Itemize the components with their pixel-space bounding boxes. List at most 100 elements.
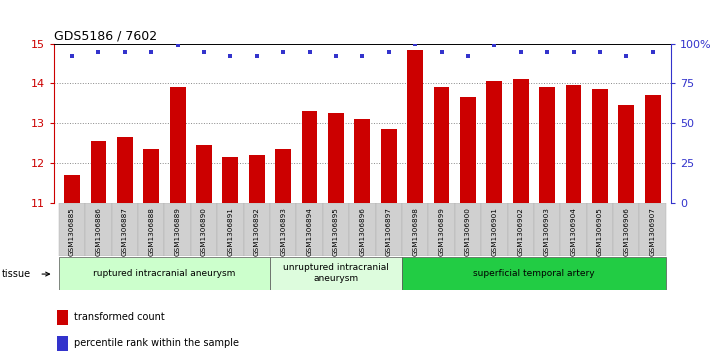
Bar: [191, 203, 217, 256]
Point: [647, 49, 658, 54]
Bar: [402, 257, 666, 290]
Bar: [91, 141, 106, 203]
Bar: [433, 87, 449, 203]
Bar: [402, 203, 428, 256]
Bar: [539, 87, 555, 203]
Bar: [144, 150, 159, 203]
Bar: [59, 203, 85, 256]
Point: [225, 53, 236, 59]
Text: GSM1306906: GSM1306906: [623, 208, 629, 256]
Bar: [217, 203, 243, 256]
Bar: [587, 203, 613, 256]
Bar: [560, 203, 587, 256]
Text: GSM1306901: GSM1306901: [491, 208, 498, 256]
Point: [66, 53, 78, 59]
Text: ruptured intracranial aneurysm: ruptured intracranial aneurysm: [94, 269, 236, 278]
Point: [198, 49, 210, 54]
Text: GSM1306899: GSM1306899: [438, 208, 445, 256]
Text: GSM1306907: GSM1306907: [650, 208, 655, 256]
Text: GSM1306885: GSM1306885: [69, 208, 75, 256]
Text: GDS5186 / 7602: GDS5186 / 7602: [54, 29, 156, 42]
Text: GSM1306897: GSM1306897: [386, 208, 392, 256]
Text: percentile rank within the sample: percentile rank within the sample: [74, 338, 239, 348]
Text: GSM1306894: GSM1306894: [306, 208, 313, 256]
Text: GSM1306905: GSM1306905: [597, 208, 603, 256]
Text: GSM1306902: GSM1306902: [518, 208, 523, 256]
Text: unruptured intracranial
aneurysm: unruptured intracranial aneurysm: [283, 264, 389, 283]
Bar: [56, 336, 68, 351]
Bar: [276, 150, 291, 203]
Point: [620, 53, 632, 59]
Bar: [381, 129, 397, 203]
Bar: [565, 85, 581, 203]
Text: tissue: tissue: [2, 269, 31, 279]
Bar: [455, 203, 481, 256]
Point: [515, 49, 526, 54]
Text: GSM1306886: GSM1306886: [96, 208, 101, 256]
Bar: [407, 49, 423, 203]
Bar: [592, 89, 608, 203]
Bar: [249, 155, 265, 203]
Point: [541, 49, 553, 54]
Point: [462, 53, 473, 59]
Point: [331, 53, 342, 59]
Text: GSM1306888: GSM1306888: [149, 208, 154, 256]
Bar: [640, 203, 666, 256]
Point: [146, 49, 157, 54]
Bar: [111, 203, 138, 256]
Bar: [270, 257, 402, 290]
Point: [251, 53, 263, 59]
Bar: [645, 95, 660, 203]
Bar: [243, 203, 270, 256]
Bar: [138, 203, 164, 256]
Text: GSM1306904: GSM1306904: [570, 208, 576, 256]
Bar: [270, 203, 296, 256]
Point: [172, 42, 183, 48]
Text: GSM1306892: GSM1306892: [253, 208, 260, 256]
Text: GSM1306895: GSM1306895: [333, 208, 339, 256]
Bar: [486, 81, 502, 203]
Bar: [85, 203, 111, 256]
Point: [278, 49, 289, 54]
Bar: [164, 203, 191, 256]
Point: [594, 49, 605, 54]
Bar: [328, 113, 344, 203]
Bar: [323, 203, 349, 256]
Bar: [196, 146, 212, 203]
Bar: [296, 203, 323, 256]
Text: transformed count: transformed count: [74, 312, 165, 322]
Text: GSM1306890: GSM1306890: [201, 208, 207, 256]
Text: GSM1306903: GSM1306903: [544, 208, 550, 256]
Text: superficial temporal artery: superficial temporal artery: [473, 269, 595, 278]
Bar: [481, 203, 508, 256]
Bar: [508, 203, 534, 256]
Bar: [354, 119, 371, 203]
Text: GSM1306893: GSM1306893: [280, 208, 286, 256]
Bar: [223, 157, 238, 203]
Text: GSM1306900: GSM1306900: [465, 208, 471, 256]
Point: [119, 49, 131, 54]
Bar: [428, 203, 455, 256]
Point: [488, 42, 500, 48]
Bar: [534, 203, 560, 256]
Text: GSM1306896: GSM1306896: [359, 208, 366, 256]
Bar: [513, 79, 528, 203]
Bar: [170, 87, 186, 203]
Text: GSM1306889: GSM1306889: [175, 208, 181, 256]
Bar: [301, 111, 318, 203]
Bar: [618, 105, 634, 203]
Bar: [59, 257, 270, 290]
Bar: [349, 203, 376, 256]
Bar: [56, 310, 68, 325]
Text: GSM1306891: GSM1306891: [227, 208, 233, 256]
Point: [436, 49, 447, 54]
Bar: [64, 175, 80, 203]
Bar: [460, 97, 476, 203]
Point: [568, 49, 579, 54]
Point: [383, 49, 394, 54]
Point: [409, 41, 421, 46]
Text: GSM1306887: GSM1306887: [122, 208, 128, 256]
Bar: [117, 137, 133, 203]
Point: [304, 49, 316, 54]
Text: GSM1306898: GSM1306898: [412, 208, 418, 256]
